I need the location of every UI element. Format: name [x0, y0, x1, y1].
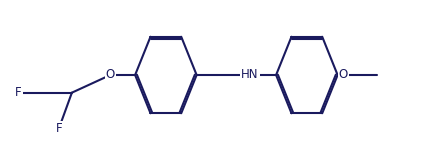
- Text: F: F: [15, 86, 22, 99]
- Text: HN: HN: [241, 69, 259, 81]
- Text: F: F: [56, 122, 62, 135]
- Text: O: O: [338, 69, 348, 81]
- Text: O: O: [106, 69, 115, 81]
